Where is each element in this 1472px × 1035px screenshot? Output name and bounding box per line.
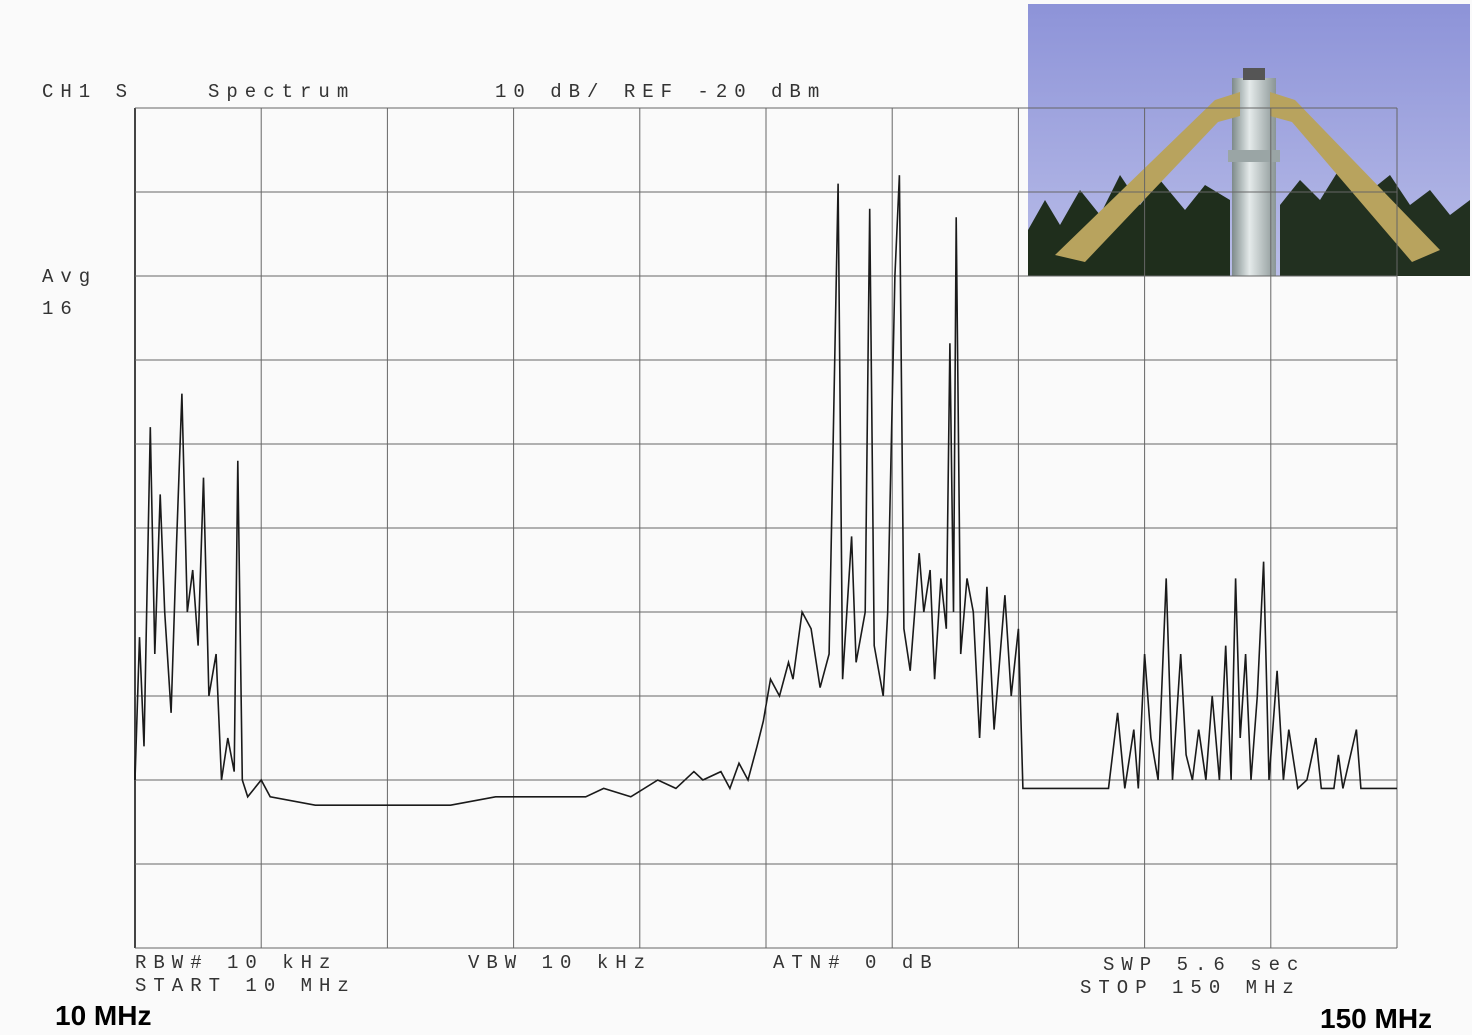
annotation: Avg: [42, 266, 97, 288]
antenna-photo: [1028, 4, 1470, 276]
annotation: STOP 150 MHz: [1080, 977, 1301, 999]
annotation: VBW 10 kHz: [468, 952, 652, 974]
annotation: 16: [42, 298, 79, 320]
annotation: 10 dB/ REF -20 dBm: [495, 81, 826, 103]
annotation: Spectrum: [208, 81, 355, 103]
annotation: SWP 5.6 sec: [1103, 954, 1305, 976]
annotation: ATN# 0 dB: [773, 952, 939, 974]
annotation: 150 MHz: [1320, 1003, 1432, 1034]
annotation: START 10 MHz: [135, 975, 356, 997]
annotation: 10 MHz: [55, 1000, 151, 1031]
annotation: CH1 S: [42, 81, 134, 103]
annotation: RBW# 10 kHz: [135, 952, 337, 974]
chart: CH1 S Spectrum 10 dB/ REF -20 dBm Avg 16 RBW#…: [0, 0, 1472, 1035]
